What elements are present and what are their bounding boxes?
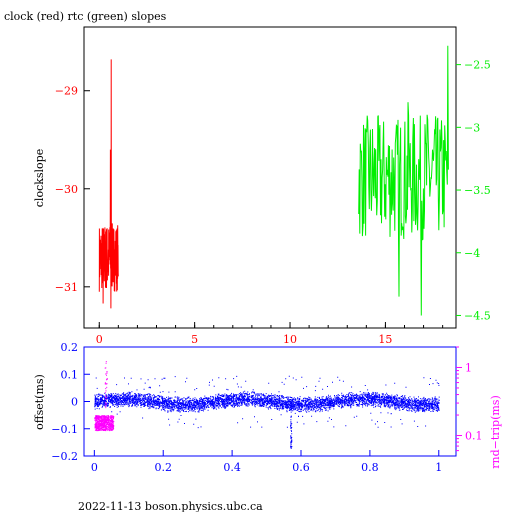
rndtrip-y-axis-label: rnd−trip(ms) — [489, 395, 502, 469]
rtc-y-tick-label: −2.5 — [464, 59, 491, 72]
slope-y-axis-label: clockslope — [33, 149, 46, 207]
offset-points — [94, 375, 440, 449]
rtc-y-tick-label: −4 — [464, 247, 480, 260]
slope-x-tick-label: 5 — [191, 333, 198, 346]
offset-y-tick-label: 0.1 — [61, 368, 79, 381]
slope-y-tick-label: −30 — [55, 183, 78, 196]
offset-x-tick-label: 0 — [91, 461, 98, 474]
slope-axes: 0 5 10 15 −29 −30 −31 −2.5 −3 −3.5 −4 −4.5 — [55, 59, 491, 346]
slope-x-tick-label: 10 — [283, 333, 297, 346]
rndtrip-y-tick-label: 0.1 — [465, 430, 483, 443]
rndtrip-points — [94, 361, 115, 432]
rndtrip-y-tick-label: 1 — [465, 361, 472, 374]
chart-title: clock (red) rtc (green) slopes — [4, 10, 167, 23]
offset-y-axis-label: offset(ms) — [33, 374, 46, 430]
slope-plot-frame — [83, 26, 457, 329]
slope-y-tick-label: −31 — [55, 281, 78, 294]
slope-x-tick-label: 0 — [96, 333, 103, 346]
offset-x-tick-label: 0.4 — [223, 461, 241, 474]
clock-slope-line — [98, 59, 119, 309]
slope-y-tick-label: −29 — [55, 85, 78, 98]
rtc-slope-line — [358, 45, 449, 316]
offset-x-tick-label: 0.6 — [292, 461, 310, 474]
offset-x-tick-label: 0.8 — [361, 461, 379, 474]
offset-y-tick-label: −0.1 — [51, 423, 78, 436]
slope-series — [98, 45, 449, 316]
offset-x-tick-label: 0.2 — [154, 461, 172, 474]
rtc-y-tick-label: −4.5 — [464, 309, 491, 322]
slope-x-tick-label: 15 — [378, 333, 392, 346]
rtc-y-tick-label: −3 — [464, 121, 480, 134]
offset-y-tick-label: 0.2 — [61, 341, 79, 354]
offset-panel: 0 0.2 0.4 0.6 0.8 1 0.2 0.1 0 −0.1 −0.2 1 0.1 offset… — [33, 341, 502, 474]
offset-series — [94, 361, 440, 449]
rtc-y-tick-label: −3.5 — [464, 184, 491, 197]
footer-host: 2022-11-13 boson.physics.ubc.ca — [78, 500, 263, 512]
offset-y-tick-label: 0 — [71, 396, 78, 409]
offset-x-tick-label: 1 — [435, 461, 442, 474]
offset-axes: 0 0.2 0.4 0.6 0.8 1 0.2 0.1 0 −0.1 −0.2 1 0.1 — [51, 341, 482, 474]
offset-y-tick-label: −0.2 — [51, 450, 78, 463]
slope-panel: 0 5 10 15 −29 −30 −31 −2.5 −3 −3.5 −4 −4.5 clockslo… — [33, 26, 491, 346]
